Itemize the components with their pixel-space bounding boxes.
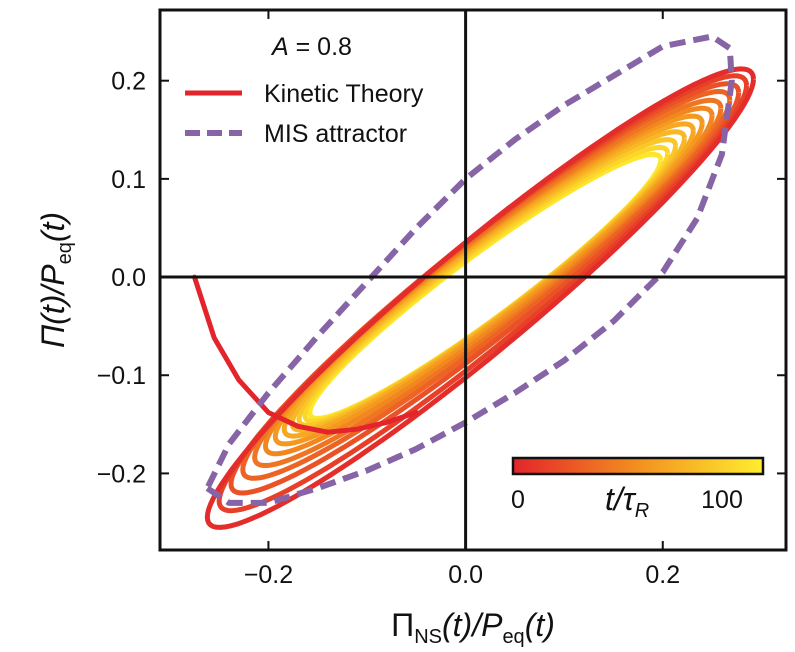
colorbar: 0 100 t/τR <box>511 456 765 522</box>
kinetic-loop-t105 <box>302 145 671 424</box>
colorbar-label-sub: R <box>635 500 649 522</box>
y-tick-label: 0.1 <box>111 166 146 194</box>
legend: A = 0.8 Kinetic Theory MIS attractor <box>185 33 424 148</box>
kinetic-loop-t85 <box>289 129 687 433</box>
mis-attractor-line <box>204 33 735 506</box>
legend-title-value: = 0.8 <box>289 33 352 61</box>
colorbar-tick-max: 100 <box>701 486 743 514</box>
x-label-sub1: NS <box>414 626 442 648</box>
y-label-sub: eq <box>54 242 76 264</box>
plot-area <box>160 10 786 550</box>
x-tick-label: 0.2 <box>645 561 680 589</box>
kinetic-loop-t95 <box>296 137 679 428</box>
y-axis-ticks: 0.2 0.1 0.0 −0.1 −0.2 <box>97 68 786 488</box>
kinetic-loop-t75 <box>281 121 696 439</box>
y-tick-label: −0.2 <box>97 460 146 488</box>
legend-kinetic-label: Kinetic Theory <box>264 80 424 108</box>
plot-frame <box>158 8 788 552</box>
y-tick-label: 0.0 <box>111 264 146 292</box>
legend-title-var: A <box>270 33 289 61</box>
x-axis-ticks: −0.2 0.0 0.2 <box>244 10 680 589</box>
y-label-tail: (t) <box>35 212 71 242</box>
x-tick-label: −0.2 <box>244 561 293 589</box>
x-label-main: Π <box>391 607 414 643</box>
kinetic-loop-t65 <box>272 113 705 447</box>
x-axis-label: ΠNS(t)/Peq(t) <box>391 607 555 648</box>
y-tick-label: −0.1 <box>97 362 146 390</box>
legend-title: A = 0.8 <box>270 33 352 61</box>
legend-mis-label: MIS attractor <box>264 120 407 148</box>
y-axis-label: Π(t)/Peq(t) <box>35 212 76 348</box>
colorbar-label: t/τR <box>605 481 649 522</box>
colorbar-label-main: t/τ <box>605 481 637 517</box>
x-label-tail: (t) <box>525 607 555 643</box>
y-label-main: Π(t)/P <box>35 264 71 348</box>
kinetic-initial-segment <box>192 274 419 435</box>
colorbar-tick-min: 0 <box>511 486 525 514</box>
x-label-sub2: eq <box>502 626 524 648</box>
colorbar-bar <box>511 456 765 476</box>
y-tick-label: 0.2 <box>111 68 146 96</box>
x-label-mid: (t)/P <box>442 607 503 643</box>
kinetic-loop-t5 <box>204 66 756 530</box>
x-tick-label: 0.0 <box>448 561 483 589</box>
